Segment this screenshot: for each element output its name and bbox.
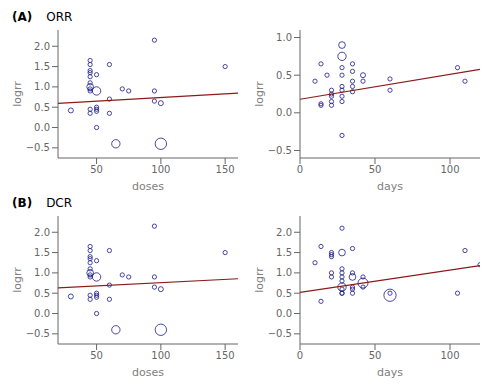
svg-text:logrr: logrr bbox=[11, 81, 24, 107]
svg-text:1.0: 1.0 bbox=[276, 32, 292, 43]
svg-text:logrr: logrr bbox=[253, 81, 266, 107]
html-text:DCR: DCR bbox=[46, 196, 73, 210]
svg-text:0: 0 bbox=[297, 350, 303, 361]
svg-text:0.5: 0.5 bbox=[276, 288, 292, 299]
svg-text:−0.5: −0.5 bbox=[268, 328, 292, 339]
svg-text:doses: doses bbox=[132, 180, 164, 193]
svg-text:100: 100 bbox=[151, 164, 170, 175]
svg-text:150: 150 bbox=[216, 350, 235, 361]
svg-text:1.5: 1.5 bbox=[276, 247, 292, 258]
svg-text:0.5: 0.5 bbox=[276, 70, 292, 81]
svg-text:1.0: 1.0 bbox=[34, 267, 50, 278]
html-text:(A): (A) bbox=[12, 10, 33, 24]
svg-text:0.0: 0.0 bbox=[34, 308, 50, 319]
svg-text:0.5: 0.5 bbox=[34, 102, 50, 113]
svg-text:150: 150 bbox=[216, 164, 235, 175]
svg-text:1.5: 1.5 bbox=[34, 61, 50, 72]
svg-text:days: days bbox=[377, 180, 403, 193]
svg-text:0: 0 bbox=[297, 164, 303, 175]
svg-text:logrr: logrr bbox=[11, 267, 24, 293]
svg-text:100: 100 bbox=[440, 350, 459, 361]
svg-text:2.0: 2.0 bbox=[34, 227, 50, 238]
html-text:ORR: ORR bbox=[46, 10, 73, 24]
svg-text:100: 100 bbox=[151, 350, 170, 361]
svg-text:doses: doses bbox=[132, 366, 164, 379]
svg-text:1.0: 1.0 bbox=[34, 81, 50, 92]
html-text:(B): (B) bbox=[12, 196, 33, 210]
svg-text:0.5: 0.5 bbox=[34, 288, 50, 299]
svg-text:50: 50 bbox=[369, 350, 382, 361]
svg-text:50: 50 bbox=[90, 164, 103, 175]
svg-text:1.0: 1.0 bbox=[276, 267, 292, 278]
svg-text:50: 50 bbox=[369, 164, 382, 175]
svg-text:−0.5: −0.5 bbox=[268, 145, 292, 156]
svg-text:2.0: 2.0 bbox=[276, 227, 292, 238]
svg-text:2.0: 2.0 bbox=[34, 41, 50, 52]
svg-text:0.0: 0.0 bbox=[276, 107, 292, 118]
svg-text:100: 100 bbox=[440, 164, 459, 175]
svg-text:0.0: 0.0 bbox=[34, 122, 50, 133]
svg-text:0.0: 0.0 bbox=[276, 308, 292, 319]
svg-text:1.5: 1.5 bbox=[34, 247, 50, 258]
svg-text:−0.5: −0.5 bbox=[26, 142, 50, 153]
svg-text:50: 50 bbox=[90, 350, 103, 361]
svg-text:logrr: logrr bbox=[253, 267, 266, 293]
svg-text:−0.5: −0.5 bbox=[26, 328, 50, 339]
svg-text:days: days bbox=[377, 366, 403, 379]
